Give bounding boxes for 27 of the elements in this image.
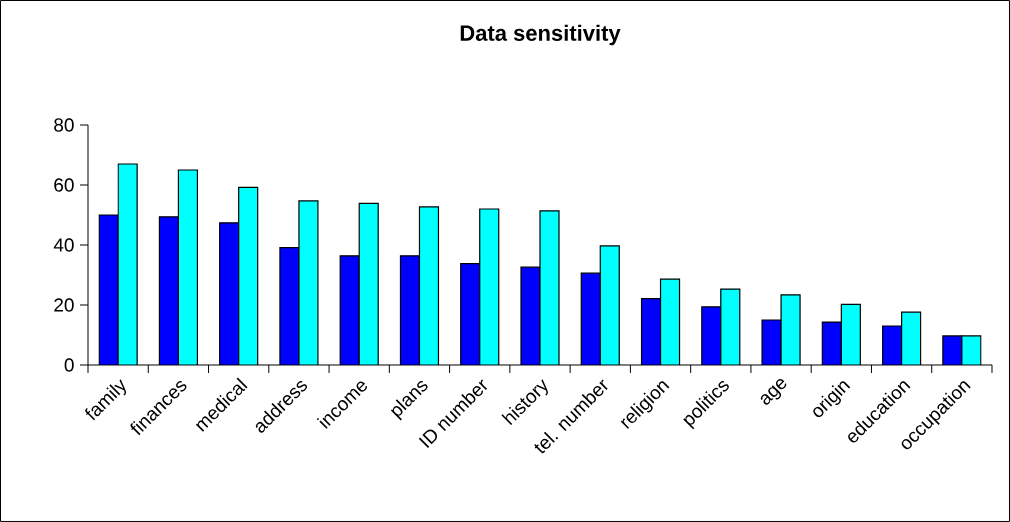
bar (600, 245, 620, 365)
bar (641, 298, 661, 365)
bar (419, 206, 439, 365)
bar (219, 222, 239, 365)
y-tick-label: 60 (54, 178, 74, 192)
bar (660, 279, 680, 365)
bar (701, 306, 721, 365)
chart-title: Data sensitivity (460, 24, 621, 46)
bar (841, 304, 861, 365)
bar (400, 255, 420, 365)
bar (359, 203, 379, 365)
y-tick-label: 0 (64, 358, 74, 372)
bar (178, 170, 198, 365)
bar (238, 187, 258, 365)
bar (581, 273, 601, 365)
y-tick-label: 80 (54, 118, 74, 132)
bar (901, 312, 921, 365)
bar (340, 255, 360, 365)
bar (882, 325, 902, 365)
bar (159, 216, 179, 365)
bar (460, 263, 480, 365)
y-tick-label: 20 (54, 298, 74, 312)
bar (822, 322, 842, 365)
x-tick-label: age (760, 379, 787, 405)
y-tick-label: 40 (53, 238, 74, 252)
bar (720, 289, 740, 365)
bar (479, 209, 499, 365)
